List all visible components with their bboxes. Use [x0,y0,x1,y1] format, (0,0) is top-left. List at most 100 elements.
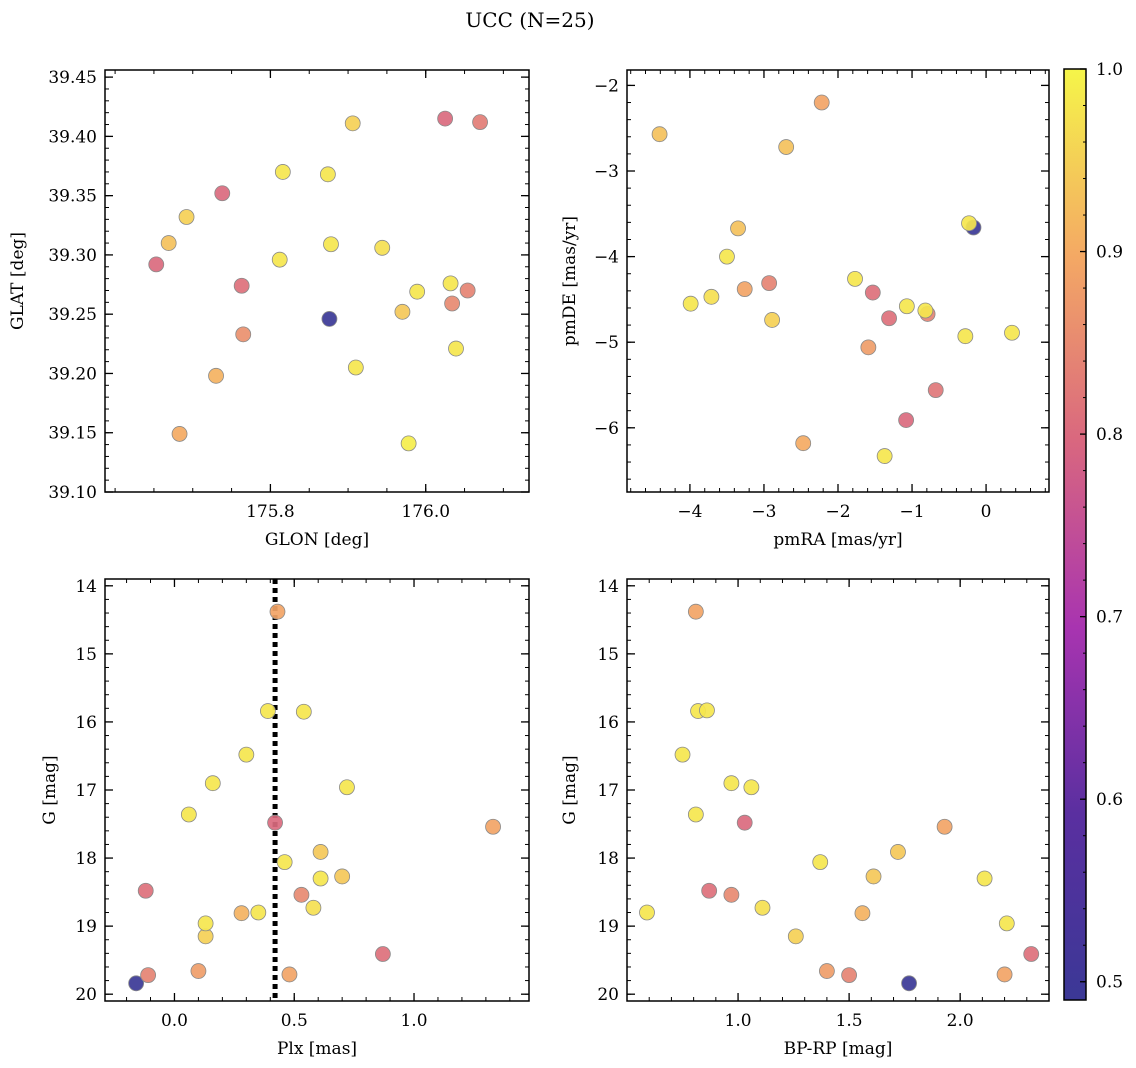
scatter-point [444,295,461,312]
scatter-point [860,339,877,356]
scatter-point [719,248,735,265]
scatter-point [854,905,871,922]
scatter-point [374,946,391,962]
scatter-point [137,882,154,899]
y-tick-label: 39.25 [48,305,97,325]
axes-frame [626,578,1050,1002]
x-tick-label: 2.0 [947,1011,974,1031]
y-tick-label: 39.40 [48,127,97,147]
y-tick-label: 19 [597,917,619,937]
panel-cmd: 1.0 1.5 2.0 14 15 16 17 18 19 20 BP-RP [mag] G [mag… [560,577,1050,1059]
colorbar-tick-label: 0.8 [1096,425,1123,445]
scatter-point [812,854,829,871]
scatter-point [214,185,231,202]
y-tick-label: 39.45 [48,68,97,88]
y-tick-label: 18 [75,849,97,869]
scatter-point [957,328,974,345]
colorbar-gradient [1063,68,1087,1001]
y-tick-label: 15 [75,645,97,665]
scatter-point [651,126,668,143]
scatter-point [259,703,276,719]
scatter-point [927,382,944,399]
scatter-point [334,868,351,885]
x-axis-label: pmRA [mas/yr] [773,530,902,550]
scatter-point [321,311,338,327]
y-tick-label: 16 [597,713,619,733]
y-tick-label: −2 [594,76,619,96]
scatter-point [876,448,893,464]
axes-frame [104,69,530,493]
scatter-point [936,818,953,835]
scatter-point [723,886,740,903]
scatter-point [723,775,740,792]
scatter-point [898,412,915,428]
scatter-point [795,435,812,452]
colorbar-tick-label: 0.9 [1096,243,1123,263]
scatter-point [160,235,177,251]
y-tick-label: 39.30 [48,246,97,266]
scatter-point [736,814,753,831]
y-tick-label: 14 [597,577,619,597]
x-tick-label: 1.5 [836,1011,863,1031]
x-tick-label: 0.0 [161,1011,188,1031]
scatter-point [1023,946,1040,962]
y-tick-label: 15 [597,645,619,665]
scatter-point [787,928,804,945]
y-tick-label: 18 [597,849,619,869]
y-tick-label: 20 [597,985,619,1005]
y-tick-label: 17 [597,781,619,801]
scatter-point [442,275,459,292]
scatter-point [898,298,915,315]
panel-plx-mag: 0.0 0.5 1.0 14 15 16 17 18 19 20 Plx [mas] G [mag] [40,577,530,1059]
scatter-point [204,775,221,792]
scatter-point [778,139,795,155]
scatter-point [319,166,336,183]
scatter-point [238,746,255,763]
y-tick-label: 39.10 [48,483,97,503]
scatter-point [235,326,252,343]
scatter-point [374,239,391,256]
scatter-point [344,115,361,132]
scatter-point [178,209,195,225]
scatter-point [250,904,267,921]
scatter-point [485,818,501,835]
x-tick-label: 0.5 [281,1011,308,1031]
scatter-point [267,814,283,831]
x-tick-label: −2 [825,502,850,522]
scatter-point [865,868,882,885]
y-axis-label: pmDE [mas/yr] [560,216,580,346]
scatter-point [701,882,718,899]
scatter-point [847,270,863,287]
y-tick-label: 17 [75,781,97,801]
scatter-point [339,779,355,796]
x-tick-label: −1 [900,502,925,522]
scatter-point [208,367,224,384]
y-tick-label: 20 [75,985,97,1005]
scatter-point [448,340,464,357]
panel-sky: 175.8 176.0 39.10 39.15 39.20 39.25 39.30 39.35… [8,68,530,550]
scatter-point [864,284,881,301]
y-axis-label: G [mag] [560,755,580,824]
y-tick-label: −3 [594,162,619,182]
x-tick-label: −3 [751,502,776,522]
scatter-point [323,236,339,253]
scatter-point [293,886,310,903]
y-tick-label: 39.35 [48,187,97,207]
y-tick-label: 16 [75,713,97,733]
scatter-point [281,966,298,983]
y-tick-label: 39.15 [48,424,97,444]
x-axis-label: GLON [deg] [265,530,369,550]
scatter-point [687,806,704,823]
scatter-point [171,426,188,442]
scatter-point [976,870,993,887]
scatter-point [961,215,977,232]
scatter-point [140,967,157,984]
x-axis-label: Plx [mas] [277,1039,357,1059]
colorbar: 0.5 0.6 0.7 0.8 0.9 1.0 [1063,60,1123,1001]
scatter-point [269,603,286,620]
colorbar-tick-label: 0.5 [1096,973,1123,993]
scatter-point [754,899,771,916]
colorbar-tick-label: 1.0 [1096,60,1123,80]
scatter-point [813,94,830,111]
